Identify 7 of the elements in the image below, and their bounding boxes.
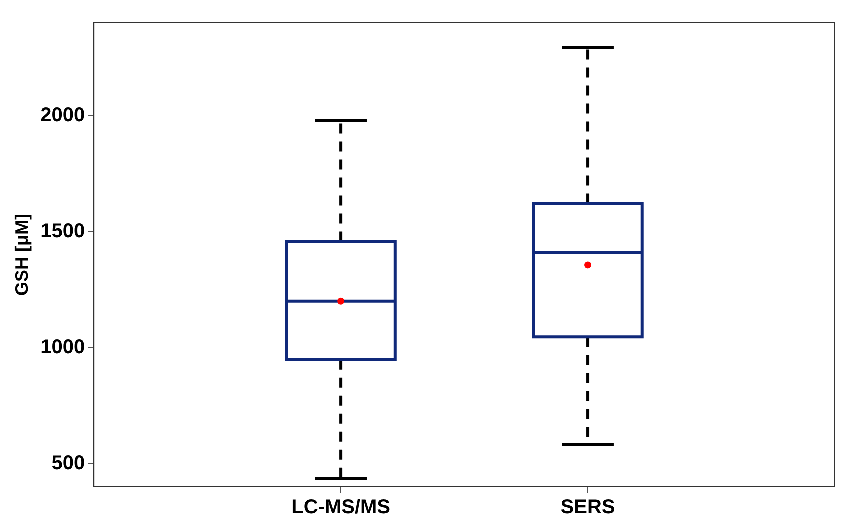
y-tick-label: 500 (52, 452, 86, 474)
y-axis-title: GSH [μM] (12, 214, 32, 296)
y-tick-label: 1500 (40, 220, 86, 242)
y-tick-label: 2000 (40, 104, 86, 126)
y-tick-label: 1000 (40, 336, 86, 358)
x-tick-label: SERS (560, 496, 616, 519)
x-tick-label: LC-MS/MS (292, 496, 391, 519)
